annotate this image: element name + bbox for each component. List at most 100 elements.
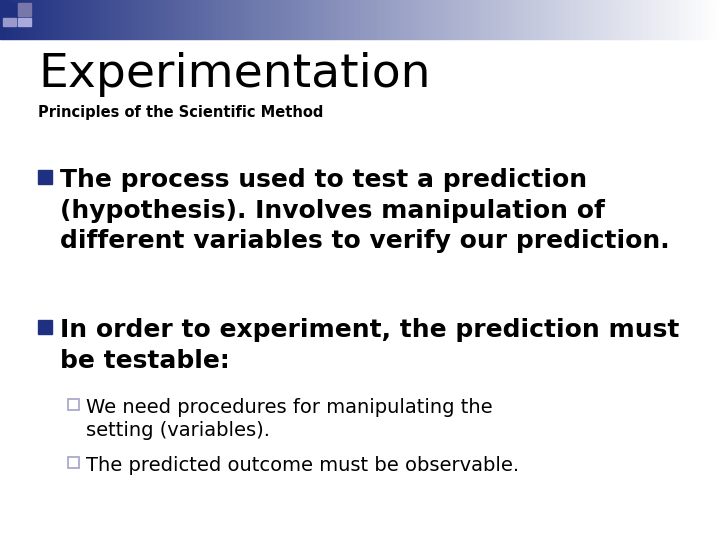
Bar	[526, 0, 528, 39]
Bar	[552, 0, 554, 39]
Bar	[634, 0, 636, 39]
Bar	[336, 0, 338, 39]
Bar	[60, 0, 63, 39]
Bar	[180, 0, 182, 39]
Bar	[703, 0, 706, 39]
Bar	[326, 0, 329, 39]
Bar	[542, 0, 545, 39]
Bar	[2, 0, 5, 39]
Bar	[182, 0, 185, 39]
Bar	[101, 0, 103, 39]
Bar	[511, 0, 513, 39]
Bar	[626, 0, 629, 39]
Bar	[168, 0, 171, 39]
Bar	[425, 0, 427, 39]
Bar	[538, 0, 540, 39]
Bar	[562, 0, 564, 39]
Bar	[648, 0, 650, 39]
Bar	[466, 0, 468, 39]
Bar	[423, 0, 425, 39]
Bar	[420, 0, 423, 39]
Bar	[504, 0, 506, 39]
Bar	[571, 0, 574, 39]
Bar	[619, 0, 621, 39]
Bar	[379, 0, 382, 39]
Bar	[288, 0, 290, 39]
Bar	[372, 0, 374, 39]
Bar	[175, 0, 178, 39]
Bar	[670, 0, 672, 39]
Bar	[629, 0, 631, 39]
Bar	[547, 0, 549, 39]
Bar	[391, 0, 394, 39]
Bar	[485, 0, 487, 39]
Bar	[79, 0, 81, 39]
Bar	[38, 0, 41, 39]
Bar	[17, 0, 19, 39]
Bar	[598, 0, 600, 39]
Bar	[324, 0, 326, 39]
Bar	[432, 0, 434, 39]
Bar	[221, 0, 223, 39]
Bar	[68, 399, 79, 410]
Bar	[691, 0, 693, 39]
Bar	[36, 0, 38, 39]
Text: In order to experiment, the prediction must
be testable:: In order to experiment, the prediction m…	[60, 318, 680, 373]
Bar	[444, 0, 446, 39]
Bar	[677, 0, 679, 39]
Bar	[662, 0, 665, 39]
Bar	[142, 0, 144, 39]
Bar	[358, 0, 360, 39]
Bar	[636, 0, 639, 39]
Bar	[492, 0, 495, 39]
Bar	[531, 0, 533, 39]
Bar	[207, 0, 209, 39]
Bar	[713, 0, 715, 39]
Bar	[74, 0, 77, 39]
Bar	[451, 0, 454, 39]
Bar	[209, 0, 211, 39]
Bar	[38, 320, 52, 334]
Bar	[631, 0, 634, 39]
Bar	[456, 0, 459, 39]
Bar	[418, 0, 420, 39]
Bar	[245, 0, 247, 39]
Bar	[495, 0, 497, 39]
Bar	[283, 0, 286, 39]
Bar	[41, 0, 43, 39]
Bar	[223, 0, 225, 39]
Bar	[68, 457, 79, 468]
Bar	[50, 0, 53, 39]
Bar	[271, 0, 274, 39]
Bar	[554, 0, 557, 39]
Bar	[12, 0, 14, 39]
Bar	[617, 0, 619, 39]
Bar	[310, 0, 312, 39]
Bar	[382, 0, 384, 39]
Bar	[156, 0, 158, 39]
Bar	[53, 0, 55, 39]
Bar	[135, 0, 137, 39]
Bar	[43, 0, 45, 39]
Bar	[48, 0, 50, 39]
Bar	[254, 0, 257, 39]
Bar	[259, 0, 261, 39]
Bar	[317, 0, 319, 39]
Bar	[413, 0, 415, 39]
Bar	[55, 0, 58, 39]
Bar	[261, 0, 264, 39]
Bar	[225, 0, 228, 39]
Bar	[408, 0, 410, 39]
Bar	[238, 0, 240, 39]
Bar	[96, 0, 99, 39]
Bar	[545, 0, 547, 39]
Bar	[117, 0, 120, 39]
Bar	[14, 0, 17, 39]
Bar	[533, 0, 535, 39]
Bar	[106, 0, 108, 39]
Bar	[194, 0, 197, 39]
Bar	[567, 0, 569, 39]
Bar	[540, 0, 542, 39]
Bar	[600, 0, 603, 39]
Bar	[715, 0, 718, 39]
